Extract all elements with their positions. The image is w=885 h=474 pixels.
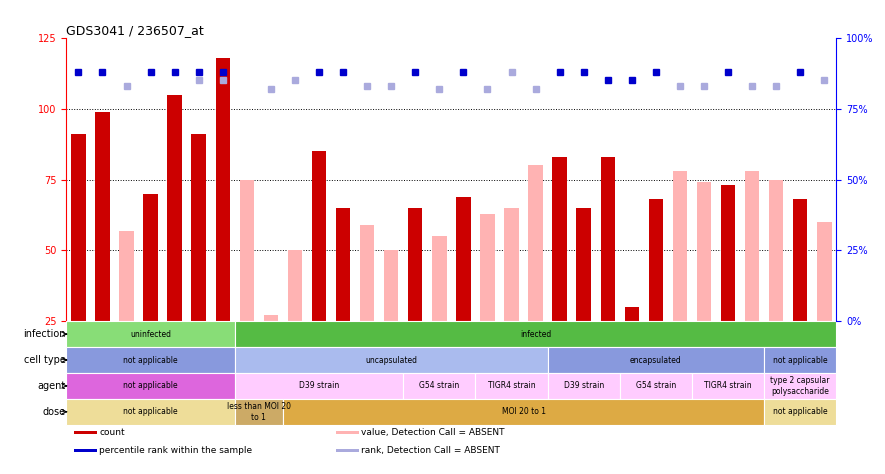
Bar	[745, 171, 759, 392]
Text: infection: infection	[23, 329, 65, 339]
Text: TIGR4 strain: TIGR4 strain	[704, 382, 752, 391]
Bar	[66, 399, 235, 425]
Bar	[548, 347, 764, 373]
Bar	[625, 307, 639, 392]
Text: type 2 capsular
polysaccharide: type 2 capsular polysaccharide	[771, 376, 830, 396]
Bar	[66, 347, 235, 373]
Bar	[235, 321, 836, 347]
Bar	[66, 373, 235, 399]
Bar	[432, 236, 447, 392]
Bar	[283, 399, 764, 425]
Bar	[548, 373, 619, 399]
Bar	[404, 373, 475, 399]
Text: less than MOI 20
to 1: less than MOI 20 to 1	[227, 402, 291, 421]
Bar	[764, 399, 836, 425]
Bar	[720, 185, 735, 392]
Bar	[235, 347, 548, 373]
Text: uncapsulated: uncapsulated	[366, 356, 417, 365]
Bar	[673, 171, 687, 392]
Bar	[764, 347, 836, 373]
Text: encapsulated: encapsulated	[630, 356, 681, 365]
Text: cell type: cell type	[24, 355, 65, 365]
Bar	[384, 250, 398, 392]
Bar	[793, 200, 807, 392]
Text: not applicable: not applicable	[773, 356, 827, 365]
Bar	[288, 250, 302, 392]
Text: not applicable: not applicable	[123, 382, 178, 391]
Bar	[456, 197, 471, 392]
Bar	[649, 200, 663, 392]
Bar	[335, 431, 359, 434]
Bar	[504, 208, 519, 392]
Bar	[576, 208, 591, 392]
Bar	[764, 373, 836, 399]
Text: infected: infected	[520, 329, 551, 338]
Text: count: count	[99, 428, 125, 437]
Text: not applicable: not applicable	[123, 407, 178, 416]
Bar	[119, 230, 134, 392]
Bar	[528, 165, 543, 392]
Bar	[66, 321, 235, 347]
Bar	[143, 194, 158, 392]
Bar	[167, 95, 182, 392]
Bar	[692, 373, 764, 399]
Text: dose: dose	[42, 407, 65, 417]
Bar	[620, 373, 692, 399]
Bar	[408, 208, 422, 392]
Bar	[74, 431, 97, 434]
Text: TIGR4 strain: TIGR4 strain	[488, 382, 535, 391]
Bar	[335, 208, 350, 392]
Text: D39 strain: D39 strain	[564, 382, 604, 391]
Bar	[235, 399, 283, 425]
Bar	[481, 213, 495, 392]
Bar	[696, 182, 712, 392]
Bar	[335, 449, 359, 452]
Bar	[360, 225, 374, 392]
Bar	[312, 151, 327, 392]
Bar	[71, 134, 86, 392]
Text: G54 strain: G54 strain	[419, 382, 459, 391]
Bar	[769, 180, 783, 392]
Bar	[216, 58, 230, 392]
Text: not applicable: not applicable	[123, 356, 178, 365]
Bar	[552, 157, 566, 392]
Bar	[240, 180, 254, 392]
Bar	[601, 157, 615, 392]
Text: agent: agent	[38, 381, 65, 391]
Bar	[817, 222, 832, 392]
Text: G54 strain: G54 strain	[635, 382, 676, 391]
Bar	[475, 373, 548, 399]
Text: not applicable: not applicable	[773, 407, 827, 416]
Text: percentile rank within the sample: percentile rank within the sample	[99, 446, 252, 455]
Text: uninfected: uninfected	[130, 329, 171, 338]
Bar	[235, 373, 404, 399]
Text: value, Detection Call = ABSENT: value, Detection Call = ABSENT	[361, 428, 504, 437]
Bar	[191, 134, 206, 392]
Text: GDS3041 / 236507_at: GDS3041 / 236507_at	[66, 24, 204, 37]
Text: rank, Detection Call = ABSENT: rank, Detection Call = ABSENT	[361, 446, 500, 455]
Bar	[74, 449, 97, 452]
Text: MOI 20 to 1: MOI 20 to 1	[502, 407, 545, 416]
Text: D39 strain: D39 strain	[299, 382, 339, 391]
Bar	[264, 316, 278, 392]
Bar	[96, 111, 110, 392]
